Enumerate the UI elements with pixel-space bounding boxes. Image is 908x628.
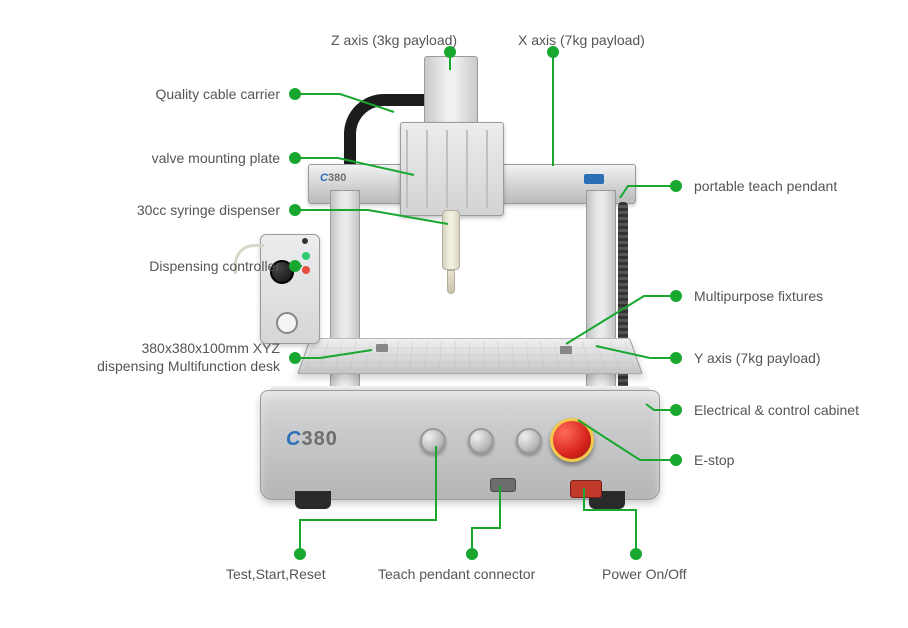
- power-switch: [570, 480, 602, 498]
- controller-led-red: [302, 266, 310, 274]
- callout-dot: [670, 454, 682, 466]
- callout-dot: [289, 204, 301, 216]
- label-teach-conn: Teach pendant connector: [378, 566, 535, 582]
- syringe-tip: [447, 270, 455, 294]
- fixture-right: [560, 346, 572, 354]
- controller-led-green: [302, 252, 310, 260]
- label-x-axis: X axis (7kg payload): [518, 32, 645, 48]
- label-fixtures: Multipurpose fixtures: [694, 288, 823, 304]
- callout-dot: [670, 180, 682, 192]
- callout-dot: [289, 152, 301, 164]
- controller-dot: [302, 238, 308, 244]
- syringe-dispenser: [442, 210, 460, 270]
- start-button: [468, 428, 494, 454]
- callout-dot: [670, 290, 682, 302]
- e-stop-button: [550, 418, 594, 462]
- callout-dot: [289, 88, 301, 100]
- label-elec-cabinet: Electrical & control cabinet: [694, 402, 859, 418]
- label-power: Power On/Off: [602, 566, 687, 582]
- fixture-left: [376, 344, 388, 352]
- callout-dot: [670, 404, 682, 416]
- label-cable-carrier: Quality cable carrier: [156, 86, 281, 102]
- label-estop: E-stop: [694, 452, 734, 468]
- label-y-axis: Y axis (7kg payload): [694, 350, 821, 366]
- front-panel-buttons: [420, 428, 542, 454]
- base-model-badge: C380: [286, 428, 338, 451]
- callout-dot: [630, 548, 642, 560]
- label-desk-line1: 380x380x100mm XYZ: [141, 340, 280, 356]
- label-valve-plate: valve mounting plate: [152, 150, 280, 166]
- gantry-small-badge: [584, 174, 604, 184]
- test-button: [420, 428, 446, 454]
- callout-dot: [466, 548, 478, 560]
- label-desk: 380x380x100mm XYZ dispensing Multifuncti…: [80, 340, 280, 375]
- teach-pendant-connector: [490, 478, 516, 492]
- pressure-gauge: [276, 312, 298, 334]
- callout-dot: [289, 260, 301, 272]
- label-desk-line2: dispensing Multifunction desk: [97, 358, 280, 374]
- label-z-axis: Z axis (3kg payload): [331, 32, 457, 48]
- reset-button: [516, 428, 542, 454]
- label-syringe: 30cc syringe dispenser: [137, 202, 280, 218]
- machine-illustration: C380 C380: [260, 60, 660, 520]
- callout-dot: [289, 352, 301, 364]
- label-test-start-reset: Test,Start,Reset: [226, 566, 326, 582]
- callout-dot: [294, 548, 306, 560]
- label-disp-controller: Dispensing controller: [149, 258, 280, 274]
- callout-dot: [670, 352, 682, 364]
- work-table: [297, 338, 643, 374]
- gantry-model-badge: C380: [320, 172, 346, 184]
- foot-left: [295, 491, 331, 509]
- z-plate-slots: [406, 130, 498, 208]
- label-teach-pendant: portable teach pendant: [694, 178, 837, 194]
